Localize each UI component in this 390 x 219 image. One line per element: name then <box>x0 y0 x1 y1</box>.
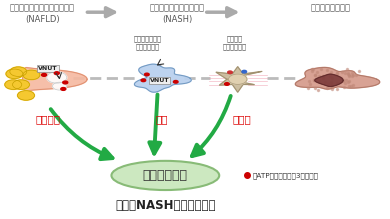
Text: ：ATP（アデノシン3リン酸）: ：ATP（アデノシン3リン酸） <box>253 172 319 179</box>
Polygon shape <box>135 64 191 92</box>
Text: 非アルコール性脂肪性肝疾患
(NAFLD): 非アルコール性脂肪性肝疾患 (NAFLD) <box>10 4 74 24</box>
Text: 新しいNASH治療薬の開発: 新しいNASH治療薬の開発 <box>115 199 216 212</box>
Circle shape <box>145 73 149 76</box>
Circle shape <box>229 74 247 84</box>
Circle shape <box>242 70 246 73</box>
Circle shape <box>6 69 23 79</box>
Circle shape <box>12 80 30 89</box>
Circle shape <box>5 80 22 89</box>
Polygon shape <box>315 74 343 87</box>
Circle shape <box>23 70 40 80</box>
Circle shape <box>10 67 27 76</box>
Circle shape <box>53 82 66 90</box>
Text: 肝硬変・肝細胞癌: 肝硬変・肝細胞癌 <box>311 4 351 12</box>
Circle shape <box>18 91 34 100</box>
Circle shape <box>61 88 66 90</box>
Circle shape <box>141 79 146 82</box>
Text: 非アルコール性脂肪肝炎
(NASH): 非アルコール性脂肪肝炎 (NASH) <box>149 4 204 24</box>
FancyBboxPatch shape <box>153 80 166 83</box>
FancyBboxPatch shape <box>39 67 58 72</box>
Text: 線維化: 線維化 <box>233 114 252 124</box>
Polygon shape <box>295 67 380 89</box>
Circle shape <box>63 81 68 84</box>
Circle shape <box>228 71 232 74</box>
Polygon shape <box>216 67 262 92</box>
Ellipse shape <box>112 161 219 190</box>
Circle shape <box>42 74 46 76</box>
Text: 脂肪蓄積: 脂肪蓄積 <box>35 114 60 124</box>
Text: 炎症: 炎症 <box>155 114 168 124</box>
Text: 肝星細胞
（線維産生）: 肝星細胞 （線維産生） <box>223 35 246 50</box>
Circle shape <box>225 83 229 85</box>
Text: マクロファージ
（免疫細胞）: マクロファージ （免疫細胞） <box>134 35 162 50</box>
Text: クロドロン酸: クロドロン酸 <box>143 169 188 182</box>
Circle shape <box>174 81 178 83</box>
Circle shape <box>54 72 59 75</box>
Circle shape <box>47 72 67 83</box>
Text: VNUT: VNUT <box>150 78 169 83</box>
Text: VNUT: VNUT <box>38 66 58 71</box>
Polygon shape <box>23 68 87 91</box>
